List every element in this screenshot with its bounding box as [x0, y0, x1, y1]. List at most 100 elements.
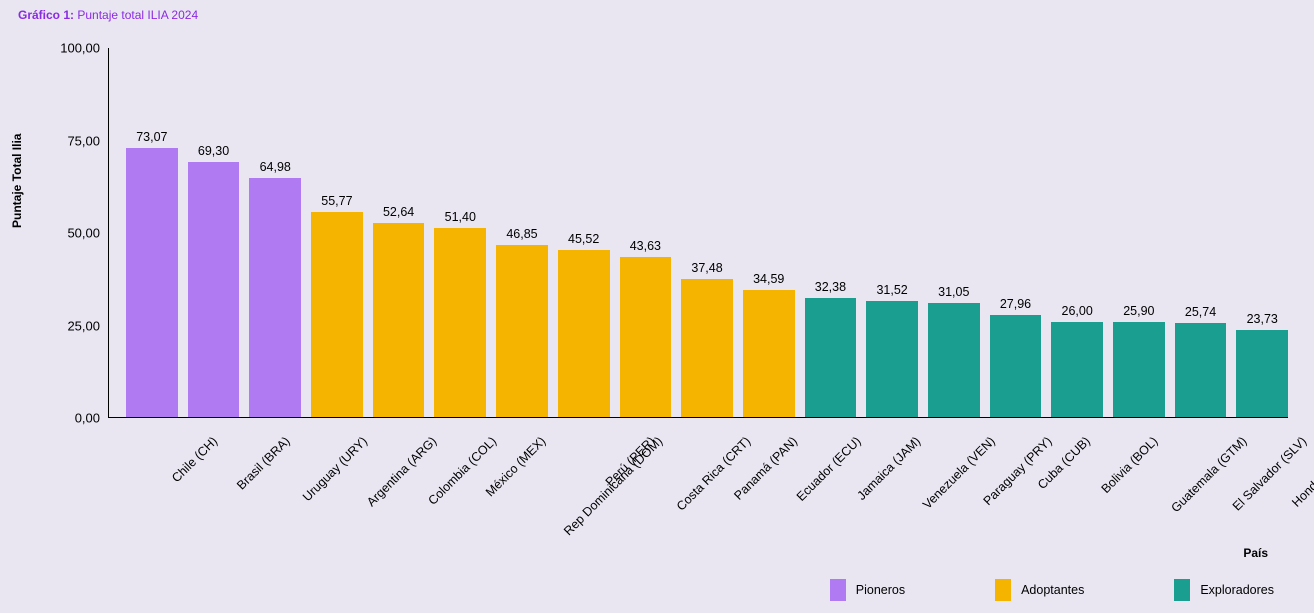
x-label-slot: México (MEX)	[434, 426, 486, 556]
x-label-slot: Brasil (BRA)	[188, 426, 240, 556]
y-axis-line	[108, 48, 109, 418]
bar-rect	[558, 250, 610, 418]
legend-item: Exploradores	[1174, 579, 1274, 601]
bar: 73,07	[126, 130, 178, 418]
y-axis-label: Puntaje Total Ilia	[10, 134, 24, 228]
legend: Pioneros Adoptantes Exploradores	[830, 579, 1274, 601]
bar-value-label: 31,05	[938, 285, 969, 299]
x-label-slot: El Salvador (SLV)	[1175, 426, 1227, 556]
bar-rect	[1051, 322, 1103, 418]
bar-rect	[249, 178, 301, 418]
bar-rect	[1175, 323, 1227, 418]
x-label-slot: Cuba (CUB)	[990, 426, 1042, 556]
x-axis-line	[108, 417, 1288, 418]
bar: 25,90	[1113, 304, 1165, 418]
bar-value-label: 55,77	[321, 194, 352, 208]
bar: 31,05	[928, 285, 980, 418]
legend-swatch	[995, 579, 1011, 601]
x-label-slot: Bolivia (BOL)	[1051, 426, 1103, 556]
legend-item: Pioneros	[830, 579, 905, 601]
bar: 25,74	[1175, 305, 1227, 418]
bar-rect	[373, 223, 425, 418]
page-root: Gráfico 1: Puntaje total ILIA 2024 Punta…	[0, 0, 1314, 613]
bar: 46,85	[496, 227, 548, 418]
x-label-slot: Panamá (PAN)	[681, 426, 733, 556]
x-label-slot: Colombia (COL)	[373, 426, 425, 556]
bar-rect	[928, 303, 980, 418]
chart-area: Puntaje Total Ilia 73,0769,3064,9855,775…	[18, 28, 1296, 558]
bar: 45,52	[558, 232, 610, 418]
x-label-slot: Perú (PER)	[558, 426, 610, 556]
y-tick-label: 0,00	[75, 411, 100, 426]
bar-rect	[866, 301, 918, 418]
bar: 27,96	[990, 297, 1042, 418]
bar-value-label: 51,40	[445, 210, 476, 224]
bar-rect	[496, 245, 548, 418]
x-label-slot: Uruguay (URY)	[249, 426, 301, 556]
bar-rect	[1113, 322, 1165, 418]
x-label-slot: Costa Rica (CRT)	[620, 426, 672, 556]
bar-rect	[126, 148, 178, 418]
bar-value-label: 69,30	[198, 144, 229, 158]
bar: 69,30	[188, 144, 240, 418]
x-label-slot: Ecuador (ECU)	[743, 426, 795, 556]
y-tick-label: 50,00	[67, 226, 100, 241]
bar: 52,64	[373, 205, 425, 418]
x-label-slot: Paraguay (PRY)	[928, 426, 980, 556]
y-tick-label: 75,00	[67, 133, 100, 148]
bar-rect	[311, 212, 363, 418]
legend-label: Adoptantes	[1021, 583, 1084, 597]
bar: 32,38	[805, 280, 857, 418]
bar-rect	[681, 279, 733, 418]
bars-container: 73,07 69,30 64,98 55,77 52,64 51,40 46,85 45,52…	[126, 48, 1288, 418]
bar-value-label: 45,52	[568, 232, 599, 246]
bar-value-label: 43,63	[630, 239, 661, 253]
bar-value-label: 23,73	[1247, 312, 1278, 326]
bar-value-label: 25,74	[1185, 305, 1216, 319]
x-label-slot: Venezuela (VEN)	[866, 426, 918, 556]
bar-rect	[188, 162, 240, 418]
bar: 34,59	[743, 272, 795, 418]
x-label-slot: Argentina (ARG)	[311, 426, 363, 556]
bar-rect	[1236, 330, 1288, 418]
bar-value-label: 31,52	[876, 283, 907, 297]
chart-title-rest: Puntaje total ILIA 2024	[74, 8, 198, 22]
bar: 23,73	[1236, 312, 1288, 418]
legend-label: Pioneros	[856, 583, 905, 597]
x-labels-container: Chile (CH)Brasil (BRA)Uruguay (URY)Argen…	[126, 426, 1288, 556]
bar-value-label: 32,38	[815, 280, 846, 294]
bar: 37,48	[681, 261, 733, 418]
x-label-slot: Guatemala (GTM)	[1113, 426, 1165, 556]
bar-value-label: 46,85	[506, 227, 537, 241]
chart-title: Gráfico 1: Puntaje total ILIA 2024	[18, 8, 1296, 22]
bar-rect	[434, 228, 486, 418]
bar-value-label: 34,59	[753, 272, 784, 286]
plot-region: 73,07 69,30 64,98 55,77 52,64 51,40 46,85 45,52…	[108, 48, 1288, 418]
bar-value-label: 26,00	[1062, 304, 1093, 318]
y-tick-label: 100,00	[60, 41, 100, 56]
bar: 31,52	[866, 283, 918, 418]
bar-value-label: 64,98	[260, 160, 291, 174]
bar-rect	[990, 315, 1042, 418]
x-label-slot: Chile (CH)	[126, 426, 178, 556]
bar: 55,77	[311, 194, 363, 418]
bar-rect	[743, 290, 795, 418]
bar: 26,00	[1051, 304, 1103, 418]
bar-rect	[620, 257, 672, 418]
bar-value-label: 52,64	[383, 205, 414, 219]
x-axis-title: País	[1243, 546, 1268, 560]
bar-value-label: 73,07	[136, 130, 167, 144]
bar-value-label: 25,90	[1123, 304, 1154, 318]
bar: 43,63	[620, 239, 672, 418]
legend-item: Adoptantes	[995, 579, 1084, 601]
legend-swatch	[830, 579, 846, 601]
x-label-slot: Jamaica (JAM)	[805, 426, 857, 556]
legend-swatch	[1174, 579, 1190, 601]
x-label-slot: Rep Dominicana (DOM)	[496, 426, 548, 556]
bar-value-label: 27,96	[1000, 297, 1031, 311]
y-tick-label: 25,00	[67, 318, 100, 333]
bar-value-label: 37,48	[691, 261, 722, 275]
bar: 64,98	[249, 160, 301, 418]
x-label-slot: Honduras (HND)	[1236, 426, 1288, 556]
bar-rect	[805, 298, 857, 418]
